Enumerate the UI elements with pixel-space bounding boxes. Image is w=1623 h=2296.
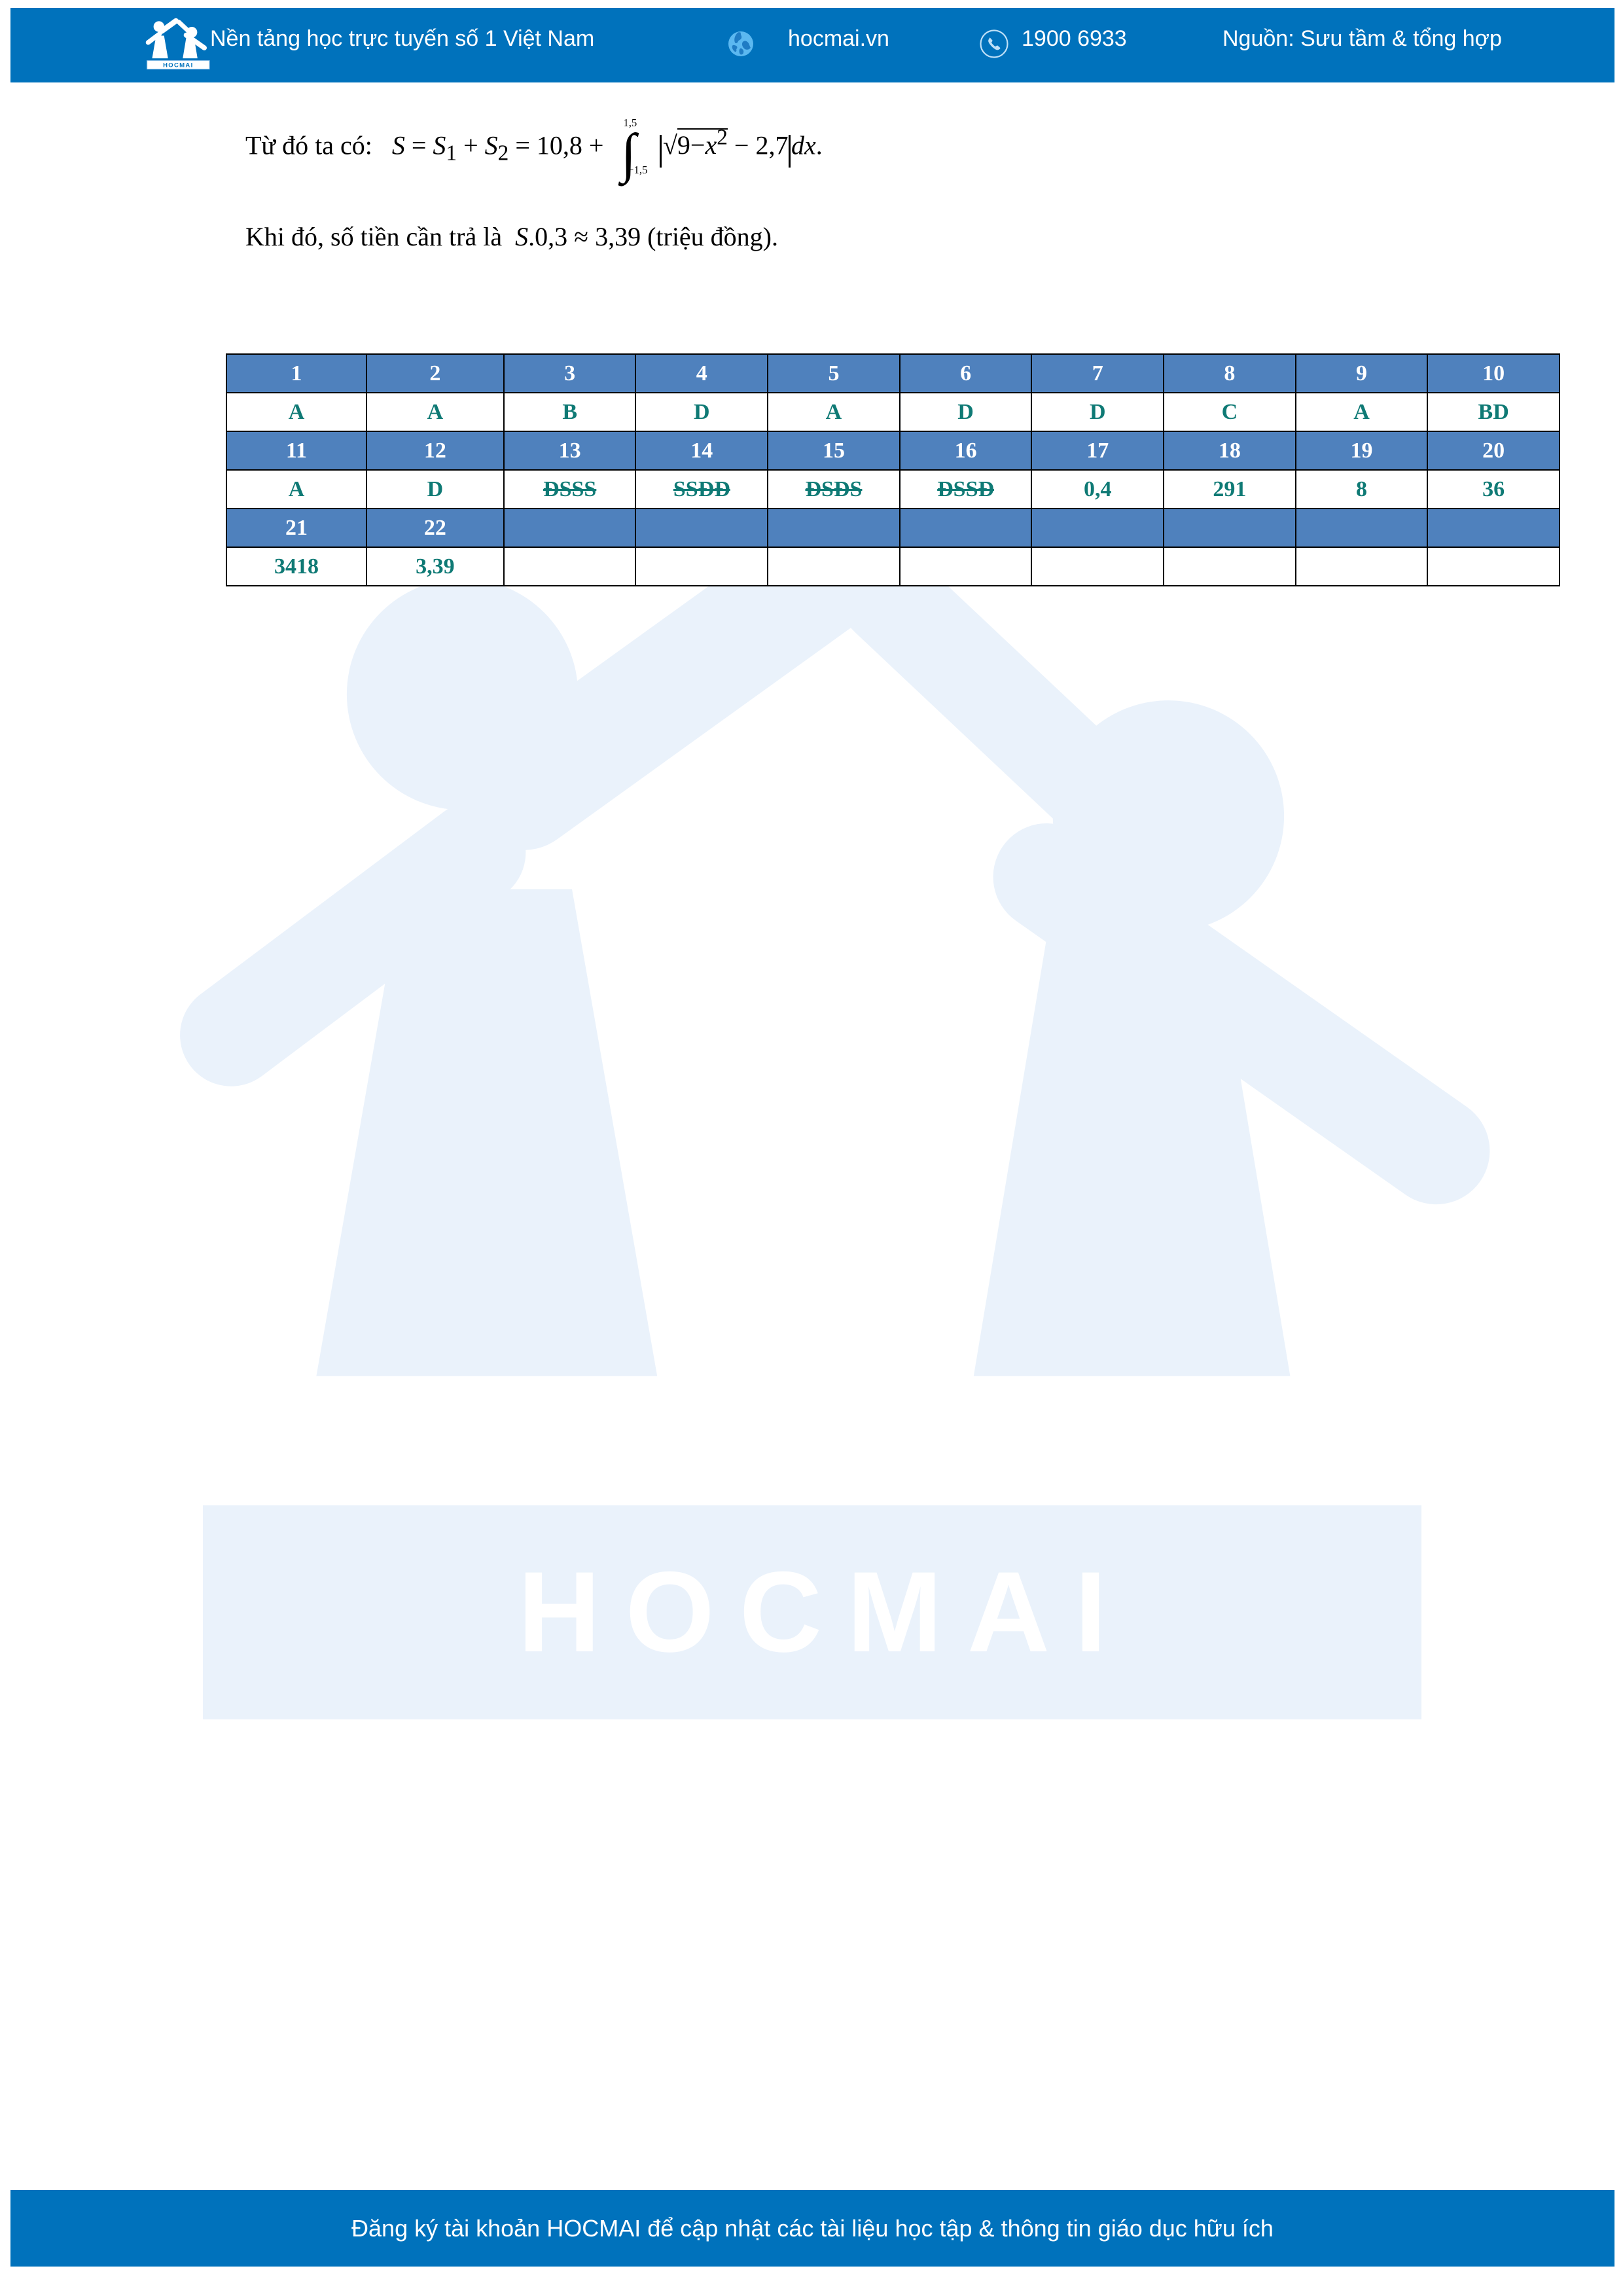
svg-text:HOCMAI: HOCMAI [163, 62, 193, 69]
